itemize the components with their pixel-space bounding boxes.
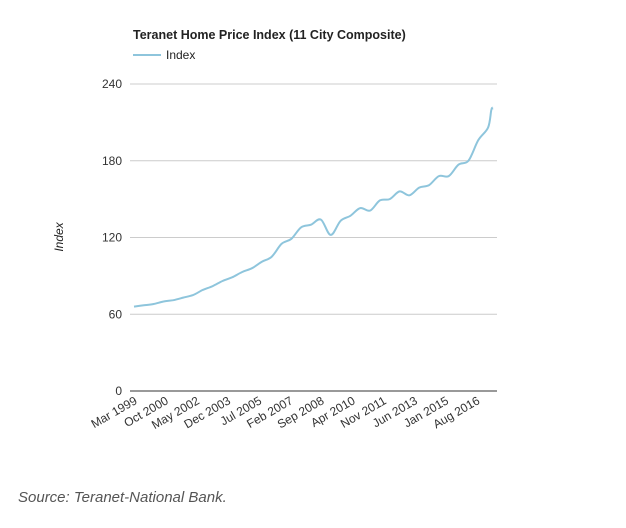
legend-label: Index — [166, 48, 195, 62]
source-note: Source: Teranet-National Bank. — [18, 489, 227, 506]
chart-title: Teranet Home Price Index (11 City Compos… — [133, 28, 406, 42]
line-chart: Teranet Home Price Index (11 City Compos… — [52, 28, 497, 432]
y-axis-label: Index — [52, 221, 66, 251]
y-tick-label: 0 — [115, 384, 122, 398]
gridlines — [130, 83, 497, 392]
y-axis-ticks: 0 60 120 180 240 — [102, 77, 122, 398]
y-tick-label: 180 — [102, 154, 122, 168]
y-tick-label: 120 — [102, 231, 122, 245]
y-tick-label: 240 — [102, 77, 122, 91]
series-line-index — [133, 106, 494, 308]
legend: Index — [133, 48, 195, 62]
y-tick-label: 60 — [109, 307, 123, 321]
